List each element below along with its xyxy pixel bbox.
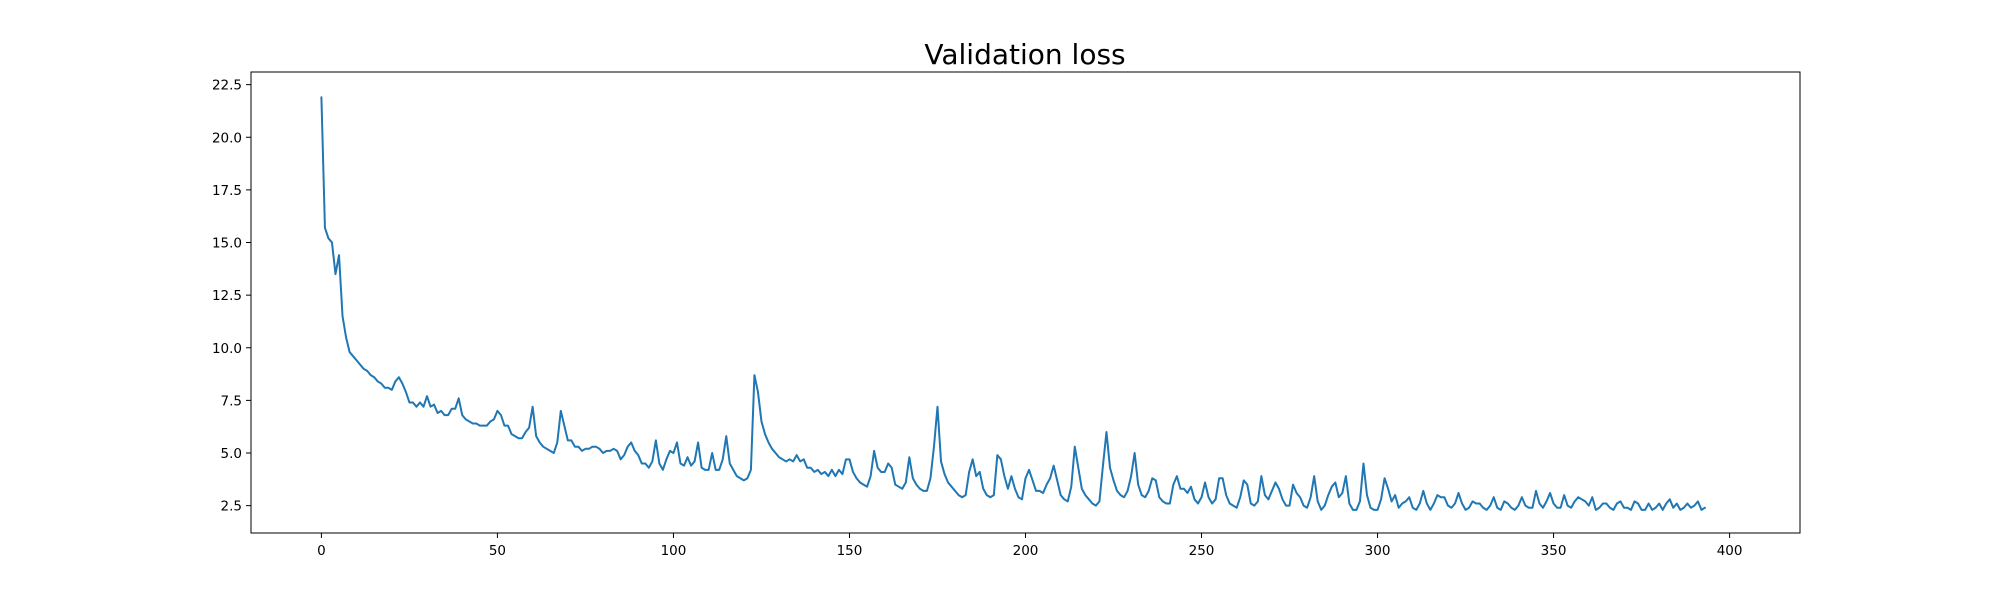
x-tick-label: 200 bbox=[1013, 543, 1039, 559]
y-tick-label: 15.0 bbox=[212, 236, 242, 252]
x-tick-label: 350 bbox=[1541, 543, 1567, 559]
y-tick-label: 2.5 bbox=[221, 499, 242, 515]
x-tick-label: 0 bbox=[317, 543, 326, 559]
y-tick-label: 17.5 bbox=[212, 183, 242, 199]
chart-title: Validation loss bbox=[924, 38, 1125, 71]
plot-area-frame bbox=[250, 71, 1801, 534]
y-tick-label: 22.5 bbox=[212, 78, 242, 94]
x-tick-label: 250 bbox=[1189, 543, 1215, 559]
x-tick-label: 400 bbox=[1717, 543, 1743, 559]
x-tick-label: 300 bbox=[1365, 543, 1391, 559]
x-axis: 0 50 100 150 200 250 300 350 400 bbox=[317, 533, 1742, 559]
y-axis: 2.5 5.0 7.5 10.0 12.5 15.0 17.5 20.0 22.5 bbox=[212, 78, 251, 515]
y-tick-label: 5.0 bbox=[221, 446, 242, 462]
x-tick-label: 150 bbox=[837, 543, 863, 559]
y-tick-label: 10.0 bbox=[212, 341, 242, 357]
x-tick-label: 100 bbox=[661, 543, 687, 559]
y-tick-label: 7.5 bbox=[221, 393, 242, 409]
y-tick-label: 12.5 bbox=[212, 288, 242, 304]
x-tick-label: 50 bbox=[489, 543, 506, 559]
validation-loss-line bbox=[320, 96, 1706, 511]
y-tick-label: 20.0 bbox=[212, 130, 242, 146]
